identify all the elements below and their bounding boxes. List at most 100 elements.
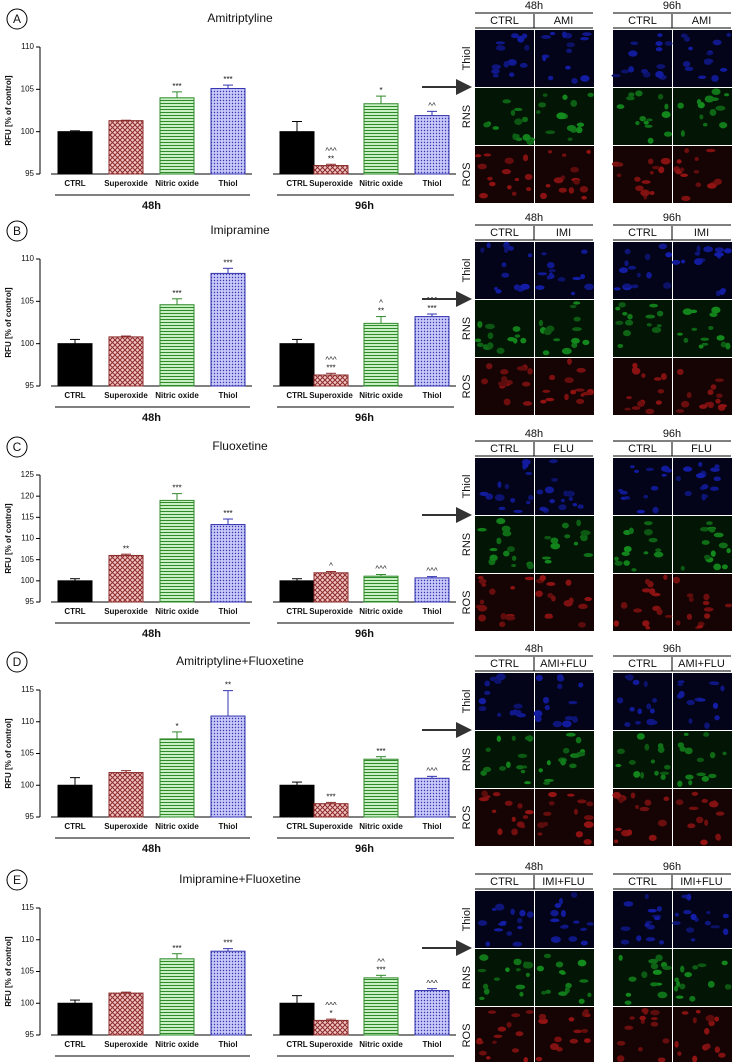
cell	[616, 1055, 625, 1062]
cell	[640, 1019, 645, 1025]
cell	[549, 374, 556, 381]
cell	[694, 258, 703, 266]
cell	[586, 801, 594, 807]
cell	[645, 937, 656, 942]
cell	[562, 747, 570, 754]
cell	[562, 153, 567, 157]
column-label: CTRL	[628, 658, 657, 670]
cell	[709, 109, 717, 116]
cell	[481, 790, 488, 797]
micrograph	[613, 516, 672, 573]
cell	[506, 931, 513, 936]
cell	[497, 1026, 507, 1032]
cell	[540, 192, 548, 200]
bar	[363, 575, 399, 603]
cell	[619, 490, 628, 495]
cell	[724, 603, 732, 608]
cell	[562, 94, 568, 100]
cell	[714, 715, 720, 721]
cell	[711, 75, 719, 82]
cell	[575, 831, 584, 838]
cell	[655, 400, 662, 405]
cell	[583, 815, 594, 821]
column-label: IMI+FLU	[680, 876, 723, 888]
cell	[621, 551, 630, 556]
cell	[573, 541, 579, 546]
cell	[698, 344, 704, 349]
cell	[715, 88, 721, 95]
cell	[480, 247, 485, 253]
x-tick-label: Superoxide	[104, 822, 148, 831]
cell	[709, 751, 716, 759]
cell	[514, 118, 523, 125]
cell	[497, 381, 508, 387]
cell	[502, 244, 511, 248]
x-tick-label: Superoxide	[309, 607, 353, 616]
micrograph	[673, 300, 732, 357]
row-label: RNS	[461, 533, 473, 556]
cell	[510, 497, 516, 503]
cell	[643, 494, 649, 499]
cell	[703, 607, 714, 612]
y-tick-label: 95	[25, 169, 34, 178]
cell	[537, 822, 546, 829]
cell	[526, 500, 531, 505]
cell	[542, 389, 551, 393]
cell	[647, 908, 657, 913]
x-tick-label: CTRL	[64, 1040, 85, 1049]
cell	[703, 59, 712, 65]
cell	[710, 486, 719, 491]
cell	[477, 320, 483, 328]
cell	[631, 406, 641, 410]
cell	[630, 41, 639, 45]
cell	[653, 551, 664, 558]
cell	[522, 381, 531, 387]
cell	[696, 624, 704, 629]
cell	[507, 245, 514, 251]
cell	[561, 522, 569, 529]
cell	[550, 909, 559, 917]
micrograph	[613, 731, 672, 788]
cell	[657, 743, 664, 749]
micrograph	[475, 241, 534, 299]
cell	[672, 576, 681, 584]
cell	[650, 982, 658, 987]
cell	[572, 276, 582, 281]
y-tick-label: 95	[25, 812, 34, 821]
cell	[648, 537, 658, 543]
cell	[487, 1010, 497, 1014]
cell	[501, 168, 512, 175]
cell	[632, 367, 641, 375]
cell	[533, 710, 543, 718]
significance: **	[378, 307, 384, 316]
cell	[642, 620, 650, 627]
cell	[521, 116, 529, 123]
cell	[635, 120, 640, 126]
micrograph	[613, 88, 673, 145]
cell	[577, 504, 584, 509]
bar	[210, 87, 246, 175]
x-tick-label: Nitric oxide	[155, 179, 199, 188]
cell	[691, 327, 698, 332]
cell	[682, 60, 691, 67]
micrograph	[475, 1007, 534, 1062]
cell	[713, 532, 724, 538]
cell	[479, 491, 489, 496]
micrograph	[535, 300, 594, 357]
cell	[714, 464, 720, 469]
column-label: CTRL	[490, 658, 519, 670]
row-label: Thiol	[461, 690, 473, 714]
cell	[580, 274, 586, 280]
cell	[675, 799, 684, 806]
cell	[616, 173, 622, 178]
bar	[313, 374, 349, 387]
chart-title: Amitriptyline+Fluoxetine	[176, 654, 304, 668]
cell	[701, 342, 709, 346]
cell	[506, 185, 512, 190]
cell	[715, 105, 726, 111]
cell	[709, 681, 719, 685]
cell	[567, 137, 573, 142]
micrograph	[533, 673, 594, 730]
cell	[633, 771, 641, 778]
cell	[682, 308, 693, 316]
